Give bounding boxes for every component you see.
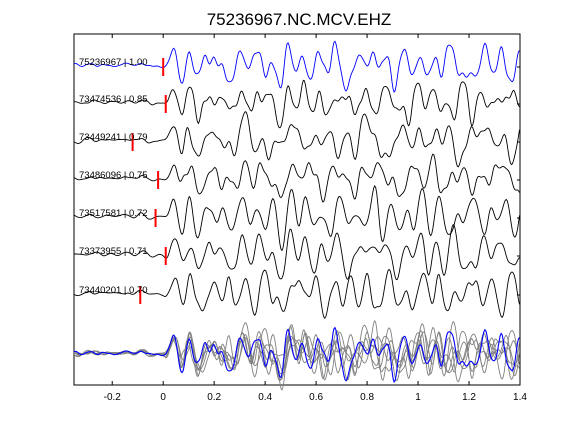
x-tick-label: 0 bbox=[160, 392, 166, 403]
trace-75236967-waveform bbox=[73, 40, 520, 93]
trace-separator: | bbox=[121, 57, 129, 68]
trace-cc: 0.75 bbox=[129, 170, 148, 181]
trace-73440201-label: 73440201 | 0.70 bbox=[79, 285, 148, 296]
x-tick-label: 1 bbox=[415, 392, 421, 403]
trace-id: 73449241 bbox=[79, 132, 121, 143]
x-tick-label: -0.2 bbox=[104, 392, 122, 403]
trace-separator: | bbox=[121, 170, 129, 181]
trace-73474536-waveform bbox=[74, 79, 520, 129]
trace-73517581-label: 73517581 | 0.72 bbox=[79, 208, 148, 219]
trace-73449241-label: 73449241 | 0.79 bbox=[79, 132, 148, 143]
trace-73449241-waveform bbox=[73, 111, 520, 168]
trace-id: 73440201 bbox=[79, 285, 121, 296]
waveform-traces: 75236967 | 1.00 73474536 | 0.85 73449241 |… bbox=[73, 40, 520, 319]
trace-73440201-waveform bbox=[73, 268, 520, 319]
trace-73486096-label: 73486096 | 0.75 bbox=[79, 170, 148, 181]
stack-trace-73517581 bbox=[73, 319, 520, 391]
trace-cc: 0.70 bbox=[129, 285, 148, 296]
trace-73517581-waveform bbox=[73, 184, 520, 252]
chart-title: 75236967.NC.MCV.EHZ bbox=[207, 10, 392, 29]
trace-separator: | bbox=[121, 208, 129, 219]
trace-id: 73474536 bbox=[79, 94, 121, 105]
trace-separator: | bbox=[121, 285, 129, 296]
trace-73474536-label: 73474536 | 0.85 bbox=[79, 94, 148, 105]
x-tick-label: 0.6 bbox=[309, 392, 323, 403]
x-tick-label: 1.2 bbox=[462, 392, 476, 403]
trace-separator: | bbox=[121, 132, 129, 143]
x-axis: -0.2 0 0.2 0.4 0.6 0.8 1 1.2 1.4 bbox=[104, 34, 527, 403]
x-tick-label: 0.4 bbox=[258, 392, 272, 403]
trace-cc: 1.00 bbox=[129, 57, 148, 68]
trace-75236967-label: 75236967 | 1.00 bbox=[79, 57, 148, 68]
trace-id: 73373955 bbox=[79, 246, 121, 257]
x-tick-label: 0.8 bbox=[360, 392, 374, 403]
x-tick-label: 0.2 bbox=[207, 392, 221, 403]
axes-frame bbox=[73, 33, 521, 386]
trace-id: 75236967 bbox=[79, 57, 121, 68]
trace-id: 73517581 bbox=[79, 208, 121, 219]
trace-cc: 0.85 bbox=[129, 94, 148, 105]
trace-cc: 0.79 bbox=[129, 132, 148, 143]
stack-trace-75236967 bbox=[73, 326, 520, 384]
trace-73373955-label: 73373955 | 0.71 bbox=[79, 246, 148, 257]
overlay-stack bbox=[73, 319, 520, 391]
trace-separator: | bbox=[121, 94, 129, 105]
trace-separator: | bbox=[121, 246, 129, 257]
trace-cc: 0.71 bbox=[129, 246, 148, 257]
trace-73486096-waveform bbox=[73, 153, 520, 203]
trace-id: 73486096 bbox=[79, 170, 121, 181]
trace-cc: 0.72 bbox=[129, 208, 148, 219]
x-tick-label: 1.4 bbox=[513, 392, 527, 403]
trace-73373955-waveform bbox=[73, 223, 520, 281]
